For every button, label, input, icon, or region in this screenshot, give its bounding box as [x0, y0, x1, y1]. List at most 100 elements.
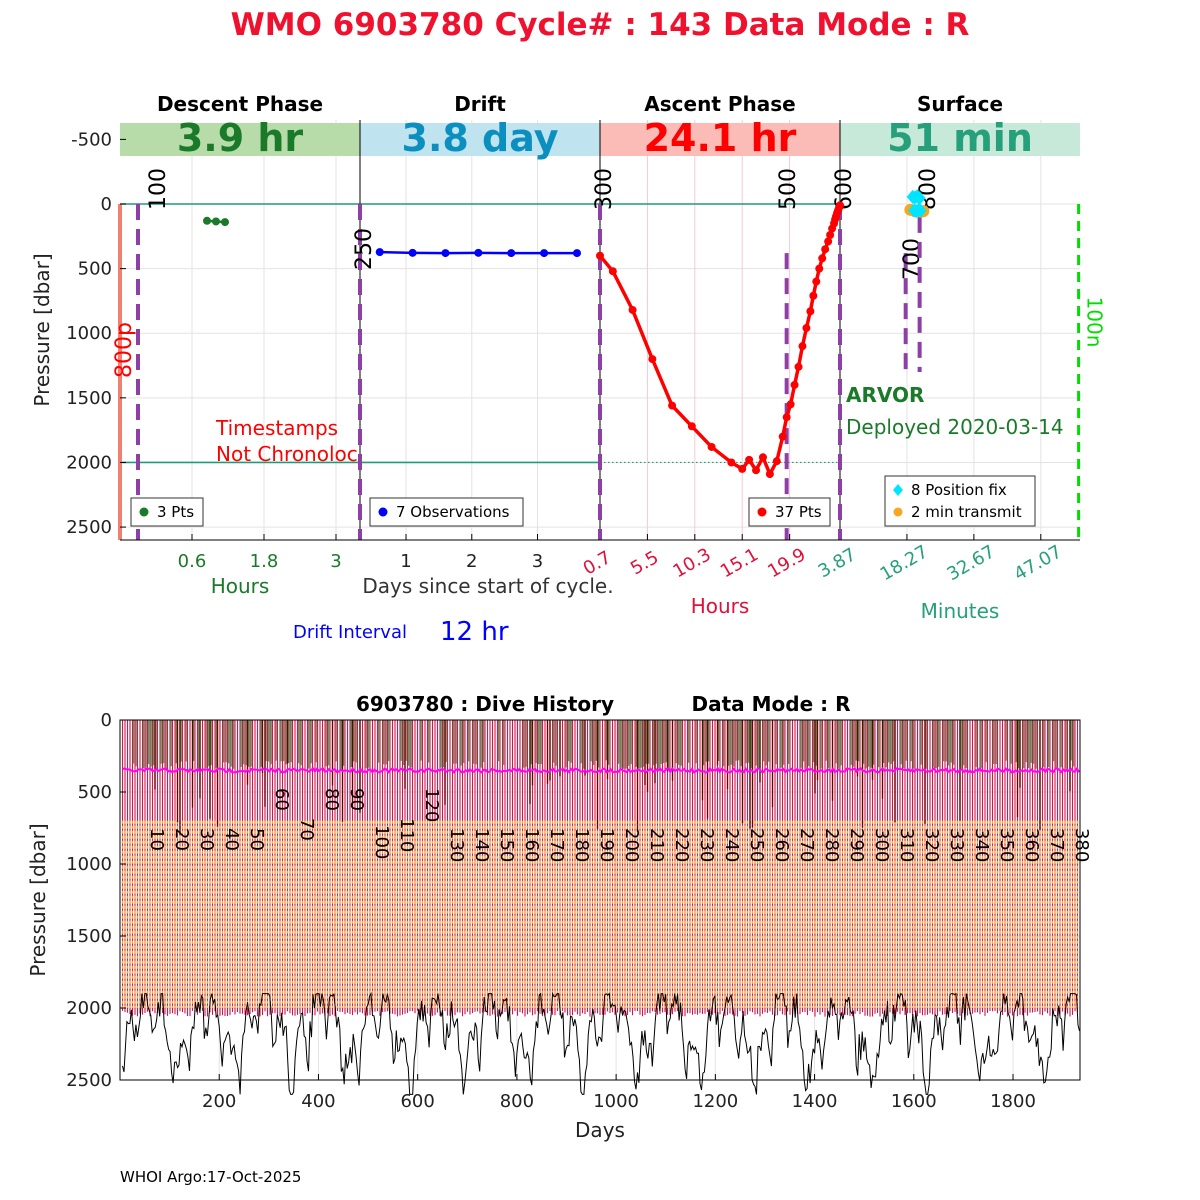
- history-x-tick-label: 200: [202, 1091, 236, 1112]
- ascent-point: [794, 362, 803, 371]
- ascent-point: [596, 251, 604, 260]
- cycle-label: 180: [571, 828, 592, 862]
- phase-band-surface: [840, 123, 1080, 156]
- cycle-label: 380: [1071, 828, 1092, 862]
- marker-label-600: 600: [832, 168, 857, 210]
- ascent-point: [818, 254, 827, 263]
- cycle-label: 230: [696, 828, 717, 862]
- cycle-label: 300: [871, 828, 892, 862]
- x-tick-label: 19.9: [764, 544, 809, 582]
- phase-duration-ascent: 24.1 hr: [644, 116, 797, 160]
- ascent-point: [836, 201, 844, 210]
- history-x-tick-label: 1800: [990, 1091, 1036, 1112]
- legend-box: [748, 497, 831, 527]
- ascent-point: [608, 267, 617, 276]
- cycle-label: 60: [271, 788, 292, 811]
- x-axis-label-surface: Minutes: [921, 599, 1000, 623]
- legend-label: 37 Pts: [775, 503, 822, 521]
- phase-band-ascent: [600, 123, 840, 156]
- deployed-date: Deployed 2020-03-14: [846, 415, 1064, 439]
- x-tick-label: 3: [330, 551, 341, 572]
- history-x-tick-label: 1000: [593, 1091, 639, 1112]
- cycle-label: 100: [371, 825, 392, 859]
- cycle-label: 240: [721, 828, 742, 862]
- ascent-point: [648, 355, 657, 364]
- legend-label: 7 Observations: [396, 503, 510, 521]
- cycle-label: 310: [896, 828, 917, 862]
- history-bathymetry: [122, 991, 1080, 1095]
- cycle-label: 360: [1021, 828, 1042, 862]
- history-y-tick-label: 0: [101, 710, 112, 731]
- ascent-point: [778, 432, 787, 441]
- ascent-point: [786, 400, 795, 409]
- legend-marker: [893, 507, 903, 517]
- history-y-tick-label: 1500: [66, 926, 112, 947]
- ascent-point: [802, 324, 811, 333]
- drift-point: [507, 249, 516, 258]
- cycle-label: 140: [471, 828, 492, 862]
- phase-title-surface: Surface: [917, 92, 1003, 116]
- y-tick-label: 0: [101, 194, 112, 215]
- ascent-point: [738, 464, 747, 473]
- drift-point: [474, 248, 483, 257]
- cycle-label: 320: [921, 828, 942, 862]
- x-tick-label: 47.07: [1010, 541, 1065, 585]
- history-x-tick-label: 1600: [891, 1091, 937, 1112]
- ascent-point: [809, 291, 818, 300]
- descent-point: [221, 218, 229, 227]
- x-tick-label: 10.3: [669, 544, 714, 582]
- main-title: WMO 6903780 Cycle# : 143 Data Mode : R: [231, 7, 970, 43]
- ascent-point: [798, 342, 807, 351]
- drift-point: [572, 249, 581, 258]
- x-tick-label: 0.6: [178, 551, 207, 572]
- drift-point: [375, 248, 384, 257]
- x-tick-label: 1.8: [250, 551, 279, 572]
- ascent-point: [812, 277, 821, 286]
- y-tick-label: 1500: [66, 388, 112, 409]
- marker-label-250: 250: [352, 228, 377, 270]
- history-data-mode: Data Mode : R: [692, 692, 851, 716]
- x-tick-label: 3.87: [815, 544, 860, 582]
- cycle-label: 170: [546, 828, 567, 862]
- ascent-point: [765, 470, 774, 479]
- y-tick-label: 1000: [66, 323, 112, 344]
- x-axis-label-descent: Hours: [211, 574, 270, 598]
- drift-point: [540, 249, 549, 258]
- position-fix-point: [913, 191, 926, 206]
- annotation-800p: 800p: [112, 322, 137, 378]
- cycle-label: 90: [346, 788, 367, 811]
- cycle-label: 340: [971, 828, 992, 862]
- cycle-label: 10: [146, 828, 167, 851]
- cycle-label: 210: [646, 828, 667, 862]
- cycle-label: 150: [496, 828, 517, 862]
- ascent-point: [758, 453, 767, 462]
- x-tick-label: 5.5: [627, 547, 662, 580]
- legend-box: [884, 475, 1036, 527]
- cycle-label: 160: [521, 828, 542, 862]
- cycle-label: 290: [846, 828, 867, 862]
- cycle-label: 280: [821, 828, 842, 862]
- phase-duration-drift: 3.8 day: [402, 116, 559, 160]
- drift-point: [408, 248, 417, 257]
- history-descent-lines: [133, 720, 1075, 769]
- cycle-label: 70: [296, 818, 317, 841]
- marker-label-100n: 100n: [1083, 297, 1107, 348]
- phase-duration-surface: 51 min: [887, 116, 1033, 160]
- legend-marker: [139, 507, 149, 517]
- annotation-timestamps: Timestamps: [215, 416, 338, 440]
- marker-label-500: 500: [776, 168, 801, 210]
- y-tick-label: 2000: [66, 452, 112, 473]
- phase-band-drift: [360, 123, 600, 156]
- history-title: 6903780 : Dive History: [356, 692, 614, 716]
- y-tick-label: 500: [78, 259, 112, 280]
- history-x-tick-label: 400: [301, 1091, 335, 1112]
- float-model: ARVOR: [846, 383, 924, 407]
- x-tick-label: 15.1: [717, 544, 762, 582]
- phase-duration-descent: 3.9 hr: [177, 116, 304, 160]
- history-park-trace: [122, 766, 1080, 775]
- x-tick-label: 2: [466, 551, 477, 572]
- history-x-tick-label: 1200: [692, 1091, 738, 1112]
- x-tick-label: 18.27: [877, 541, 932, 585]
- cycle-label: 50: [246, 828, 267, 851]
